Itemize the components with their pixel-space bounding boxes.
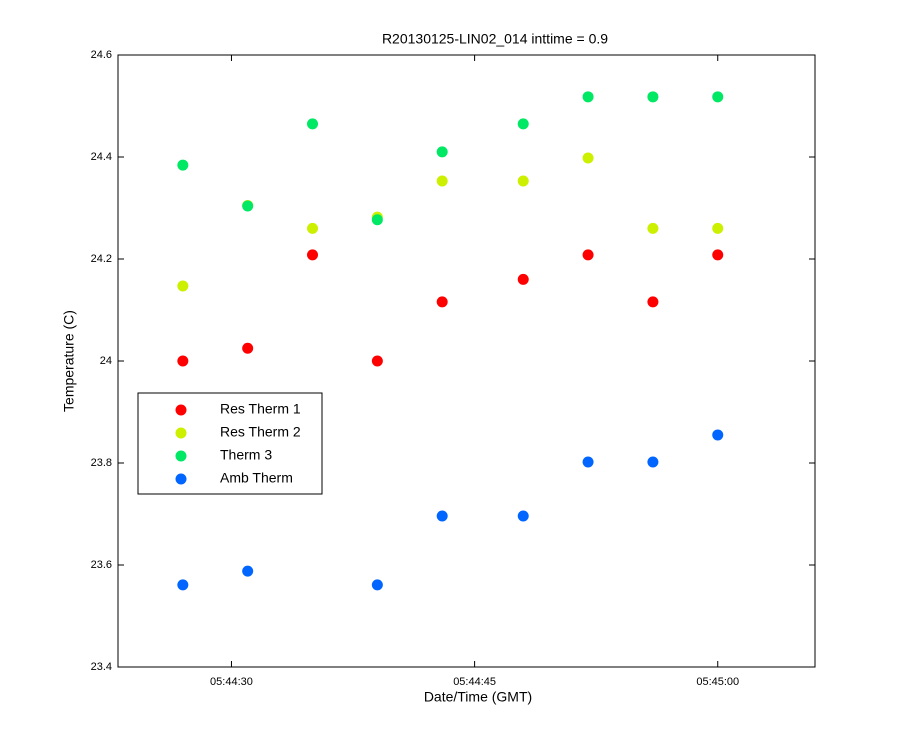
point [582, 152, 594, 164]
y-tick-label: 23.6 [91, 559, 112, 571]
point [582, 91, 594, 103]
y-tick-label: 24.4 [91, 151, 112, 163]
point [177, 280, 189, 292]
point [242, 342, 254, 354]
point [177, 159, 189, 171]
point [242, 200, 254, 212]
legend-marker [175, 404, 187, 416]
point [647, 456, 659, 468]
x-tick-label: 05:44:30 [210, 676, 253, 688]
point [517, 118, 529, 130]
point [307, 222, 319, 234]
point [177, 355, 189, 367]
y-tick-label: 24 [100, 355, 112, 367]
point [517, 273, 529, 285]
point [712, 222, 724, 234]
legend-label: Res Therm 2 [220, 424, 301, 440]
legend-marker [175, 427, 187, 439]
point [307, 118, 319, 130]
point [177, 579, 189, 591]
y-tick-label: 24.2 [91, 253, 112, 265]
x-tick-label: 05:44:45 [453, 676, 496, 688]
point [712, 429, 724, 441]
legend-marker [175, 450, 187, 462]
legend-label: Res Therm 1 [220, 401, 301, 417]
point [436, 296, 448, 308]
point [436, 146, 448, 158]
point [712, 249, 724, 261]
point [436, 510, 448, 522]
point [517, 510, 529, 522]
point [647, 222, 659, 234]
point [371, 579, 383, 591]
point [647, 296, 659, 308]
point [371, 355, 383, 367]
point [517, 175, 529, 187]
point [712, 91, 724, 103]
legend-label: Therm 3 [220, 447, 272, 463]
y-tick-label: 24.6 [91, 49, 112, 61]
y-tick-label: 23.4 [91, 661, 112, 673]
legend-marker [175, 473, 187, 485]
point [647, 91, 659, 103]
legend-label: Amb Therm [220, 470, 293, 486]
y-tick-label: 23.8 [91, 457, 112, 469]
legend-box [137, 392, 323, 495]
point [307, 249, 319, 261]
plot-area [117, 54, 816, 668]
chart-title: R20130125-LIN02_014 inttime = 0.9 [382, 31, 608, 47]
x-tick-label: 05:45:00 [696, 676, 739, 688]
x-axis-label: Date/Time (GMT) [424, 689, 532, 705]
point [371, 214, 383, 226]
point [582, 456, 594, 468]
point [242, 565, 254, 577]
point [436, 175, 448, 187]
point [582, 249, 594, 261]
y-axis-label: Temperature (C) [61, 310, 77, 412]
